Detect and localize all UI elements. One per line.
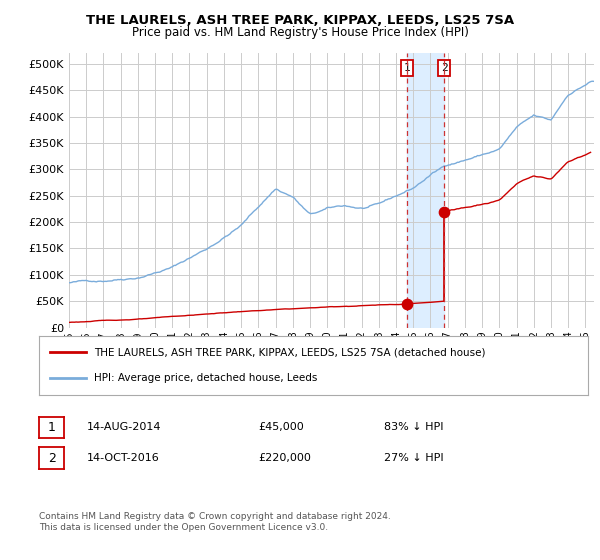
Text: £220,000: £220,000 bbox=[258, 453, 311, 463]
Text: 14-AUG-2014: 14-AUG-2014 bbox=[87, 422, 161, 432]
Text: 2: 2 bbox=[440, 63, 448, 73]
Point bbox=[402, 300, 412, 309]
Point bbox=[439, 207, 449, 216]
Text: Price paid vs. HM Land Registry's House Price Index (HPI): Price paid vs. HM Land Registry's House … bbox=[131, 26, 469, 39]
Text: HPI: Average price, detached house, Leeds: HPI: Average price, detached house, Leed… bbox=[94, 374, 317, 384]
Bar bbox=[407, 53, 444, 328]
Text: £45,000: £45,000 bbox=[258, 422, 304, 432]
Text: 83% ↓ HPI: 83% ↓ HPI bbox=[384, 422, 443, 432]
Text: 1: 1 bbox=[403, 63, 410, 73]
Text: 1: 1 bbox=[47, 421, 56, 434]
Text: THE LAURELS, ASH TREE PARK, KIPPAX, LEEDS, LS25 7SA (detached house): THE LAURELS, ASH TREE PARK, KIPPAX, LEED… bbox=[94, 347, 485, 357]
Text: 14-OCT-2016: 14-OCT-2016 bbox=[87, 453, 160, 463]
Text: Contains HM Land Registry data © Crown copyright and database right 2024.
This d: Contains HM Land Registry data © Crown c… bbox=[39, 512, 391, 532]
Text: THE LAURELS, ASH TREE PARK, KIPPAX, LEEDS, LS25 7SA: THE LAURELS, ASH TREE PARK, KIPPAX, LEED… bbox=[86, 14, 514, 27]
Text: 2: 2 bbox=[47, 451, 56, 465]
Text: 27% ↓ HPI: 27% ↓ HPI bbox=[384, 453, 443, 463]
